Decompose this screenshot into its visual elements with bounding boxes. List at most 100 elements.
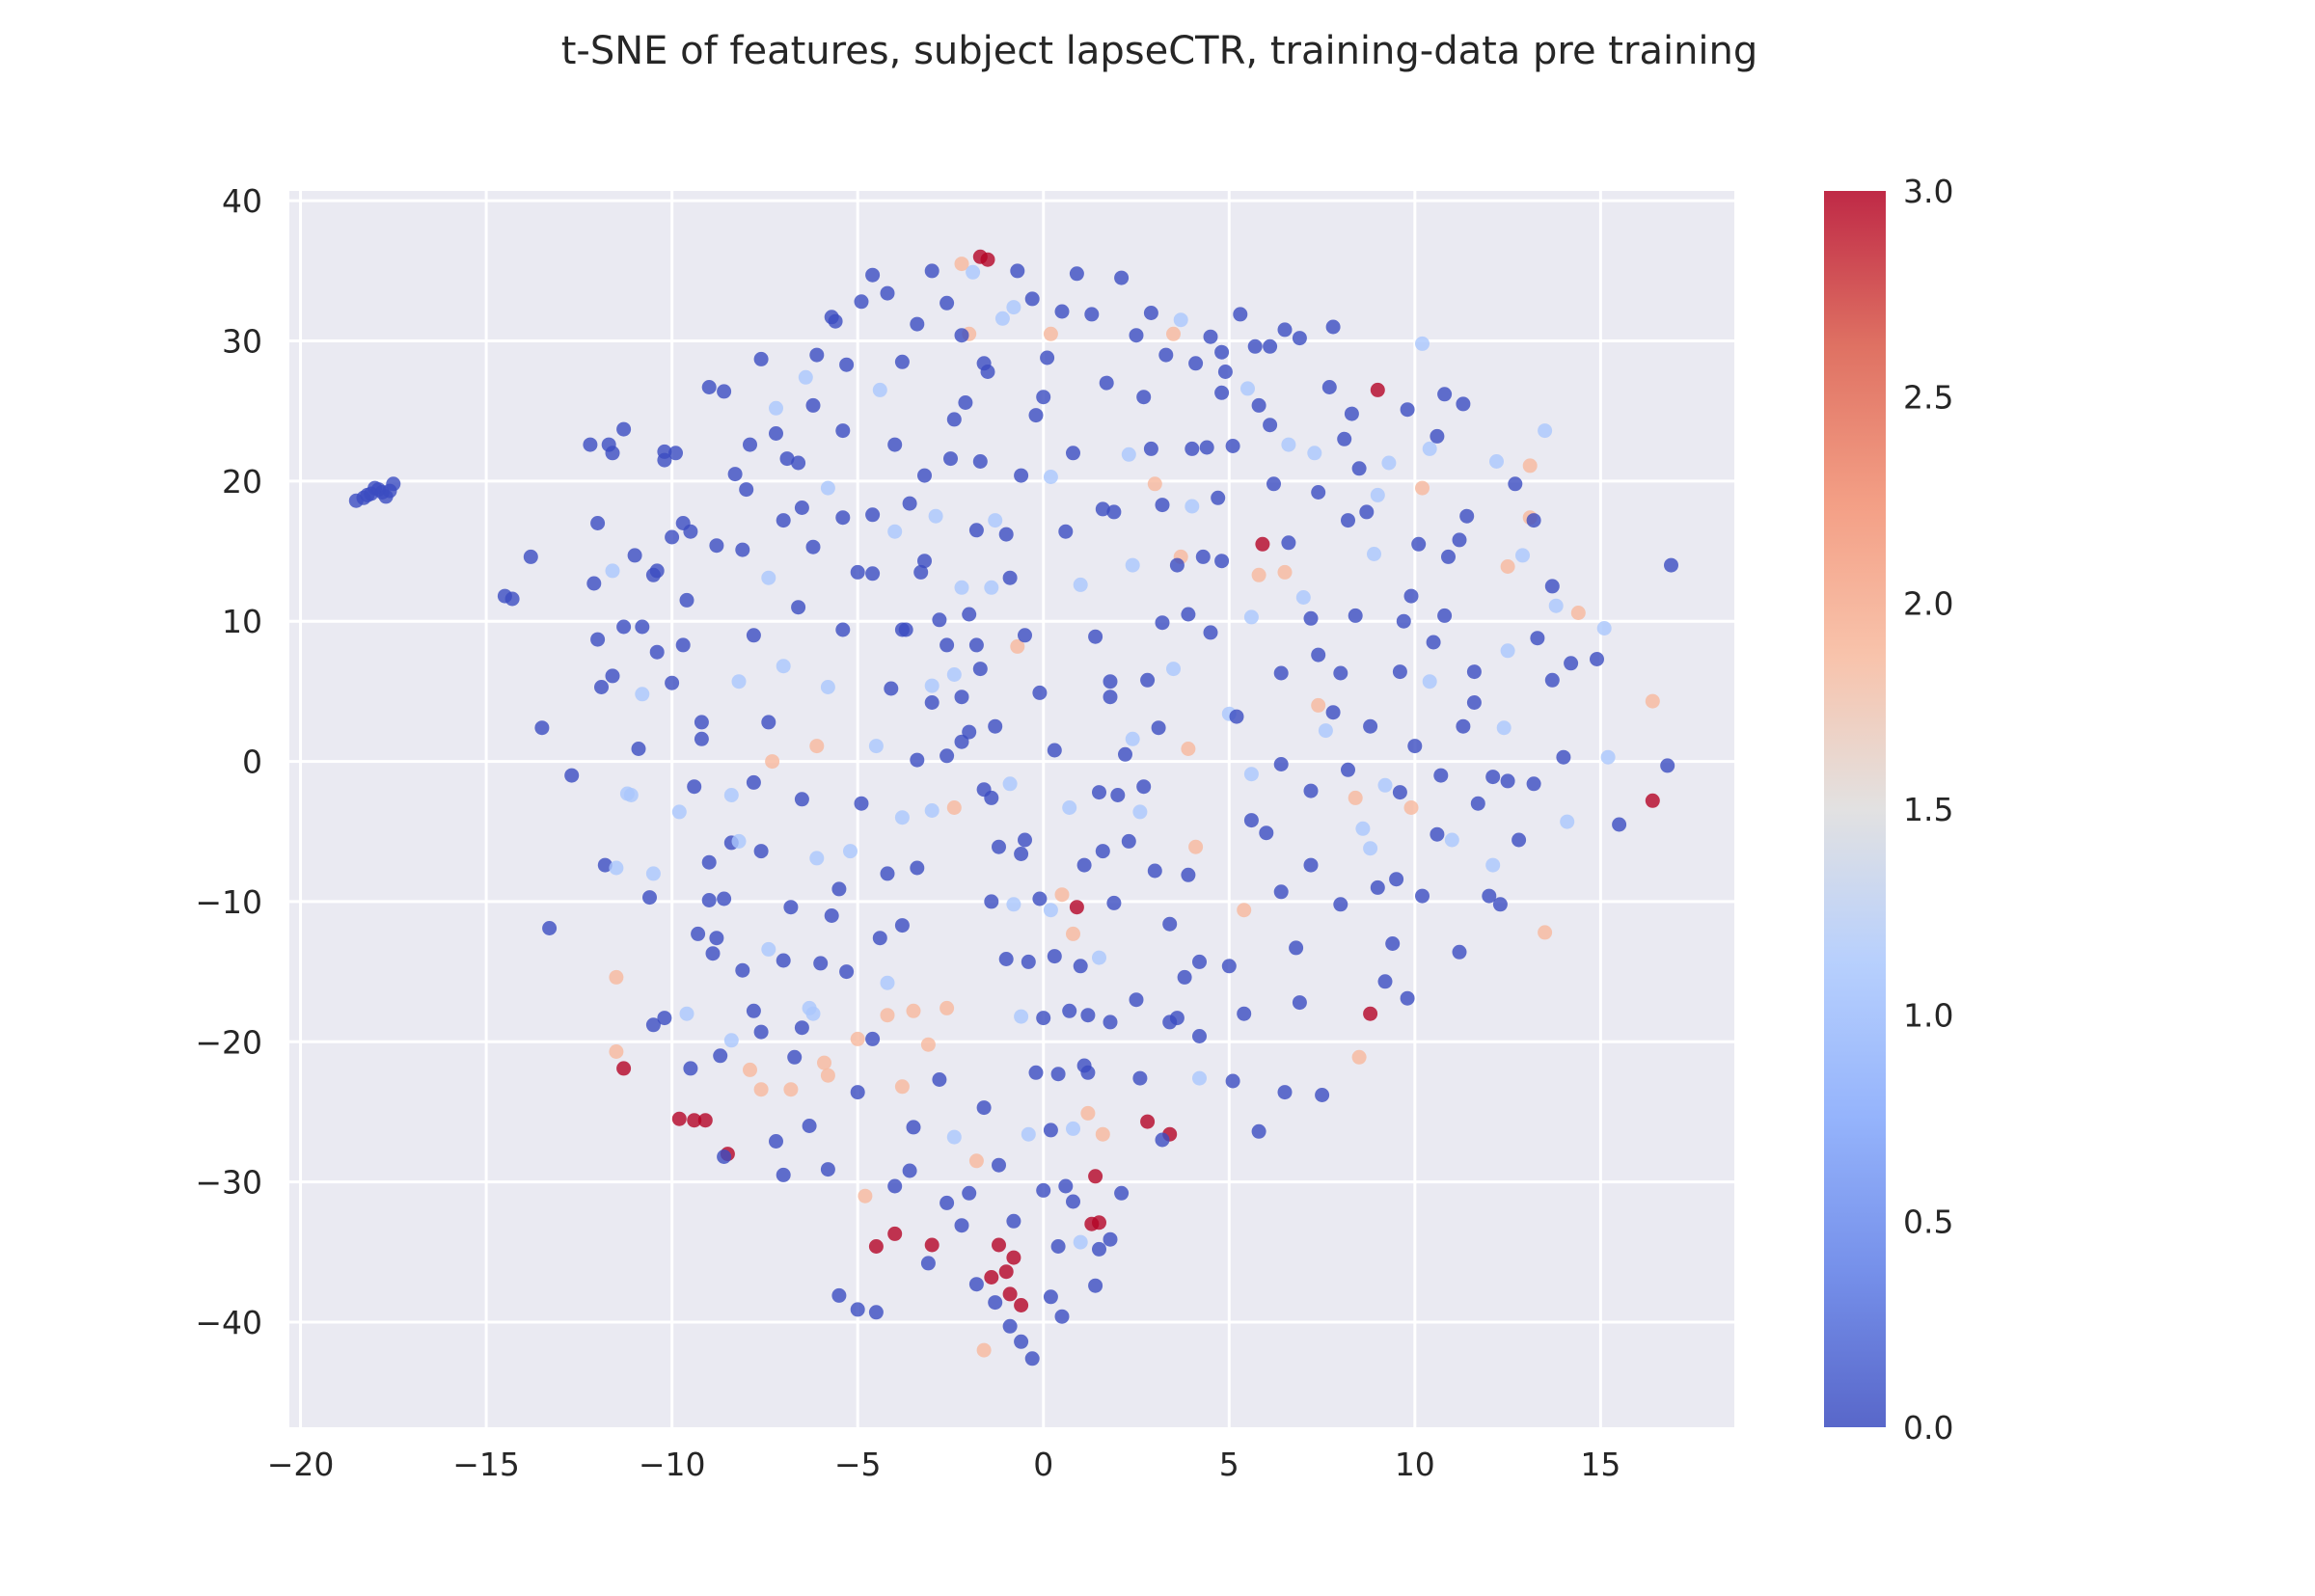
colorbar-tick-label: 1.0 [1903,997,1953,1035]
data-point [1099,375,1114,391]
data-point [1088,1278,1103,1293]
data-point [813,956,829,971]
data-point [1021,1126,1036,1142]
data-point [998,527,1014,542]
x-tick-label: 5 [1219,1446,1239,1483]
data-point [727,467,743,482]
data-point [954,690,969,705]
colorbar-tick-label: 0.0 [1903,1409,1953,1447]
data-point [783,1082,799,1097]
data-point [594,680,609,694]
data-point [887,1178,903,1194]
data-point [769,1134,783,1149]
data-point [1155,498,1170,513]
data-point [1173,312,1188,328]
data-point [1136,779,1152,795]
data-point [657,1011,672,1026]
data-point [1251,397,1266,413]
data-point [854,294,869,310]
data-point [1600,749,1616,765]
data-point [1492,897,1508,912]
data-point [668,446,683,461]
data-point [843,844,858,859]
data-point [1095,844,1110,859]
data-point [787,1049,803,1065]
data-point [723,788,739,802]
data-point [1181,742,1196,756]
data-point [835,622,851,637]
data-point [534,720,550,736]
data-point [1036,1011,1051,1026]
data-point [1221,959,1237,974]
data-point [1251,567,1266,582]
data-point [1014,468,1029,483]
data-point [386,476,401,492]
data-point [1036,1182,1051,1198]
data-point [1433,768,1449,783]
data-point [779,451,795,467]
data-point [761,570,776,585]
data-point [1307,446,1322,461]
data-point [854,796,869,811]
data-point [1129,328,1144,343]
data-point [1645,793,1660,808]
data-point [1392,785,1407,800]
data-point [910,316,925,332]
data-point [743,437,757,452]
data-point [1277,322,1293,338]
data-point [820,1162,835,1177]
data-point [776,1167,791,1182]
data-point [687,779,702,795]
data-point [1612,817,1627,832]
data-point [671,804,687,820]
data-point [1255,536,1270,552]
data-point [1311,697,1326,713]
data-point [1073,959,1088,974]
x-tick-label: −20 [267,1446,335,1483]
data-point [1043,470,1058,484]
data-point [1043,326,1058,341]
data-point [616,1061,632,1076]
data-point [809,347,825,363]
data-point [605,563,620,579]
data-point [1066,446,1080,461]
data-point [1214,385,1230,400]
y-tick-label: −40 [195,1304,262,1341]
data-point [1225,1073,1240,1089]
y-tick-label: 0 [242,744,262,781]
data-point [1050,1067,1066,1082]
data-point [645,567,661,582]
data-point [717,891,732,906]
data-point [627,548,642,563]
data-point [1066,1194,1080,1209]
data-point [623,788,639,802]
data-point [605,668,620,684]
data-point [1548,598,1564,613]
data-point [1158,347,1174,363]
data-point [1121,833,1136,849]
data-point [794,500,809,515]
data-point [868,739,884,754]
data-point [687,1113,702,1128]
data-point [675,637,691,653]
data-point [1032,891,1048,906]
data-point [1095,501,1110,517]
data-point [968,1277,984,1292]
x-tick-label: 10 [1395,1446,1435,1483]
data-point [1162,1014,1178,1030]
data-point [1192,1070,1207,1086]
data-point [1351,461,1367,476]
data-point [1341,513,1355,528]
y-tick-label: 20 [222,463,262,500]
data-point [683,1061,698,1076]
colorbar-tick-label: 2.5 [1903,379,1953,417]
data-point [1050,1239,1066,1254]
data-point [910,860,925,876]
data-point [1370,382,1385,397]
data-point [1092,950,1106,965]
data-point [1367,547,1381,561]
data-point [820,1068,835,1083]
data-point [1237,1006,1252,1021]
data-point [835,510,851,526]
data-point [739,482,754,498]
